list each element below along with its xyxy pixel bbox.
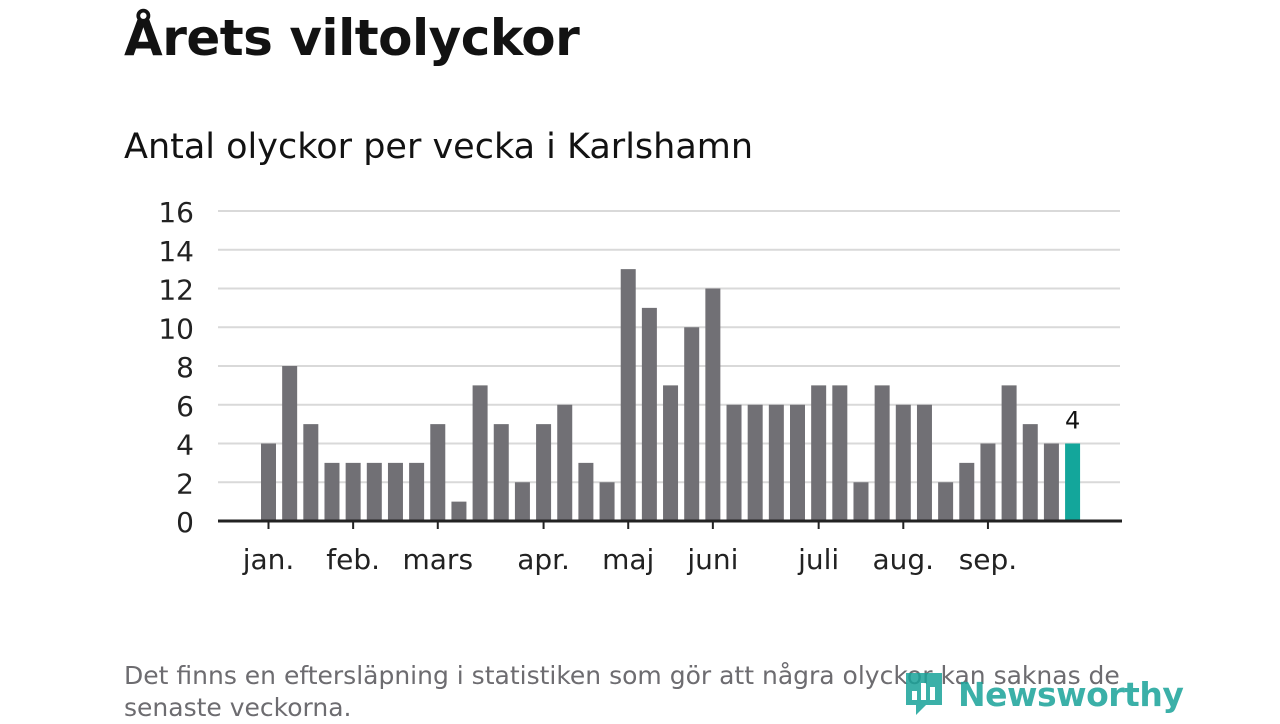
bar	[663, 385, 679, 521]
y-tick-label: 0	[176, 506, 194, 539]
y-tick-label: 12	[158, 274, 194, 307]
bar	[557, 404, 573, 521]
bar	[853, 482, 869, 521]
bar	[641, 307, 657, 521]
bar	[324, 462, 340, 521]
bar	[261, 443, 276, 521]
chart-subtitle: Antal olyckor per vecka i Karlshamn	[124, 127, 754, 167]
x-tick-label: jan.	[242, 543, 295, 576]
y-tick-label: 8	[176, 351, 194, 384]
bar	[790, 404, 805, 521]
bar	[514, 482, 530, 521]
newsworthy-logo-icon	[906, 673, 942, 715]
x-tick-label: maj	[602, 543, 654, 576]
brand-logo[interactable]: Newsworthy	[902, 666, 1184, 722]
footnote: Det finns en eftersläpning i statistiken…	[124, 661, 1120, 722]
bar	[980, 443, 996, 521]
bar	[409, 462, 425, 521]
bar	[451, 501, 467, 521]
bar-highlight	[1065, 443, 1081, 521]
bar	[345, 462, 361, 521]
bar	[1022, 424, 1038, 521]
x-tick-label: juli	[797, 543, 839, 576]
y-axis-ticks: 0 2 4 6 8 10 12 14 16	[158, 196, 194, 539]
chart-title: Årets viltolyckor	[124, 9, 580, 67]
x-tick-label: feb.	[326, 543, 380, 576]
x-tick-label: apr.	[517, 543, 570, 576]
bar	[536, 424, 552, 521]
bar	[832, 385, 848, 521]
bar	[493, 424, 509, 521]
bar	[387, 462, 403, 521]
bars: 4	[261, 269, 1080, 521]
bar	[938, 482, 954, 521]
y-tick-label: 16	[158, 196, 194, 229]
bar	[916, 404, 932, 521]
y-tick-label: 2	[176, 467, 194, 500]
bar	[1043, 443, 1059, 521]
bar	[726, 404, 742, 521]
x-tick-label: juni	[686, 543, 738, 576]
x-tick-label: aug.	[873, 543, 935, 576]
bar	[282, 366, 298, 521]
y-tick-label: 6	[176, 390, 194, 423]
bar	[303, 424, 319, 521]
x-tick-label: sep.	[959, 543, 1018, 576]
bar	[684, 327, 700, 521]
bar	[874, 385, 890, 521]
brand-name: Newsworthy	[958, 674, 1184, 714]
bar	[895, 404, 911, 521]
x-axis: jan. feb. mars apr. maj juni juli aug. sep.	[218, 519, 1122, 576]
bar	[811, 385, 827, 521]
bar	[705, 288, 721, 521]
bar	[1001, 385, 1017, 521]
y-tick-label: 14	[158, 235, 194, 268]
bar	[747, 404, 763, 521]
bar	[472, 385, 488, 521]
bar	[959, 462, 975, 521]
bar	[430, 424, 446, 521]
y-tick-label: 10	[158, 312, 194, 345]
bar	[578, 462, 594, 521]
bar	[599, 482, 615, 521]
x-tick-label: mars	[403, 543, 474, 576]
y-tick-label: 4	[176, 429, 194, 462]
bar-data-label: 4	[1065, 407, 1080, 435]
bar	[366, 462, 382, 521]
bar	[620, 269, 636, 521]
bar	[768, 404, 784, 521]
